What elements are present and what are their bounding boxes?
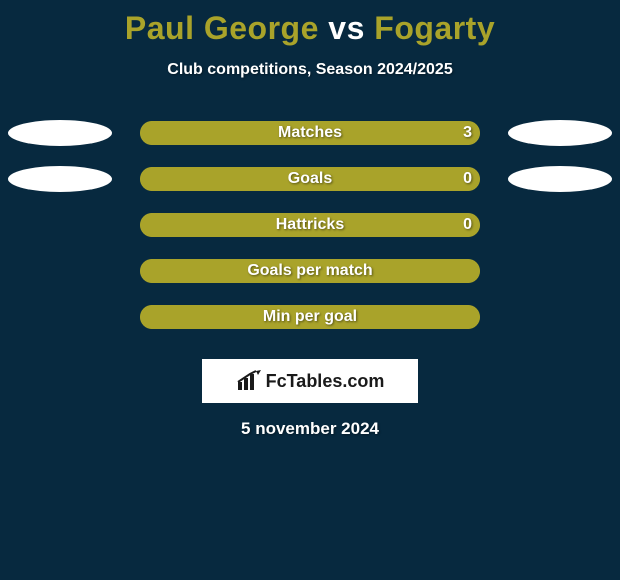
title-player-a: Paul George — [125, 10, 319, 46]
bar-fill-player-b — [140, 259, 480, 283]
stat-row: Matches3 — [0, 121, 620, 167]
bar-fill-player-b — [140, 167, 480, 191]
bar-track — [140, 121, 480, 145]
bar-track — [140, 167, 480, 191]
brand-box: FcTables.com — [202, 359, 418, 403]
title-player-b: Fogarty — [374, 10, 495, 46]
bar-track — [140, 305, 480, 329]
brand-text: FcTables.com — [266, 371, 385, 392]
chart-icon — [236, 370, 262, 392]
infographic-container: Paul George vs Fogarty Club competitions… — [0, 0, 620, 580]
stat-row: Goals per match — [0, 259, 620, 305]
stat-value-b: 3 — [463, 121, 472, 145]
bar-fill-player-b — [140, 305, 480, 329]
date-text: 5 november 2024 — [0, 419, 620, 439]
stat-row: Min per goal — [0, 305, 620, 351]
bar-fill-player-b — [140, 213, 480, 237]
stat-value-b: 0 — [463, 213, 472, 237]
player-b-marker — [508, 120, 612, 146]
player-b-marker — [508, 166, 612, 192]
title-vs: vs — [328, 10, 365, 46]
bar-track — [140, 259, 480, 283]
player-a-marker — [8, 120, 112, 146]
stat-row: Hattricks0 — [0, 213, 620, 259]
player-a-marker — [8, 166, 112, 192]
page-title: Paul George vs Fogarty — [0, 0, 620, 47]
bar-track — [140, 213, 480, 237]
bar-fill-player-b — [140, 121, 480, 145]
stat-value-b: 0 — [463, 167, 472, 191]
brand-inner: FcTables.com — [236, 370, 385, 392]
stats-area: Matches3Goals0Hattricks0Goals per matchM… — [0, 121, 620, 351]
stat-row: Goals0 — [0, 167, 620, 213]
subtitle: Club competitions, Season 2024/2025 — [0, 61, 620, 79]
